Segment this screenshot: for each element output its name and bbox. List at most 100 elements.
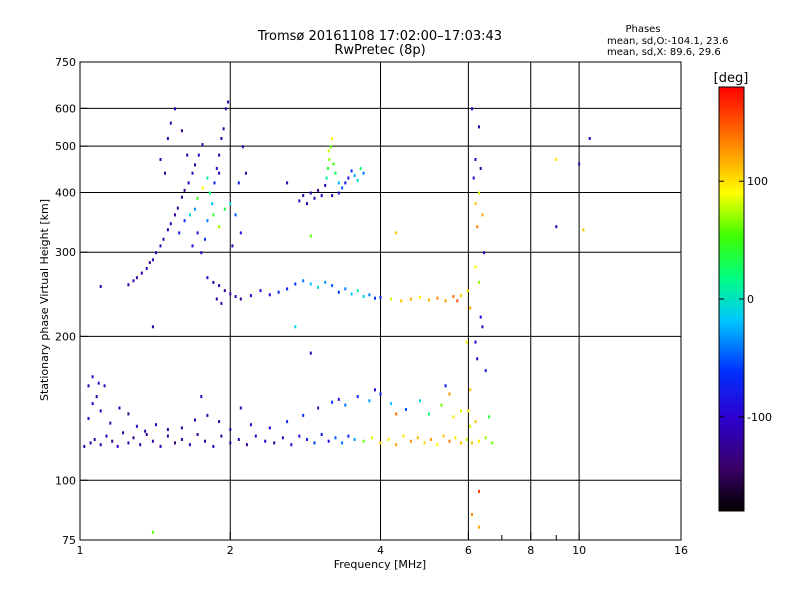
data-point [151,325,154,329]
data-point [317,188,320,192]
data-point [582,228,585,232]
data-point [174,441,176,445]
data-point [481,325,484,329]
data-point [379,295,382,299]
data-point [347,434,350,438]
data-point [183,188,186,192]
data-point [467,409,470,413]
data-point [213,181,216,185]
data-point [197,153,200,157]
data-point [324,183,327,187]
data-point [103,384,106,388]
data-point [166,137,169,140]
data-point [215,297,218,301]
data-point [122,431,125,435]
x-tick-label: 16 [674,544,688,557]
data-point [229,428,232,431]
data-point [169,222,172,226]
data-point [329,145,332,149]
data-point [164,171,166,175]
data-point [139,443,142,447]
data-point [416,436,419,440]
data-point [359,167,362,170]
data-point [127,441,130,445]
data-point [180,426,183,430]
colorbar-unit: [deg] [714,71,749,86]
data-point [302,279,305,283]
data-point [204,237,206,241]
data-point [471,107,473,111]
data-point [356,289,359,293]
data-point [469,388,472,392]
data-point [211,202,214,206]
data-point [555,225,558,229]
data-point [191,244,194,248]
data-point [200,251,203,255]
data-point [478,489,480,493]
data-point [140,271,143,275]
data-point [466,289,469,293]
data-point [144,429,147,433]
data-point [478,439,480,443]
data-point [259,289,262,293]
data-point [390,297,393,301]
data-point [298,434,301,438]
data-point [555,158,558,161]
data-point [344,181,347,185]
data-point [484,436,487,440]
data-point [368,293,371,297]
data-point [448,392,451,396]
data-point [325,176,328,180]
y-tick-label: 750 [55,56,76,69]
data-point [379,392,382,396]
data-point [387,438,390,441]
data-point [460,409,462,413]
data-point [337,290,340,294]
data-point [478,280,480,284]
data-point [306,202,308,206]
data-point [379,441,382,445]
chart-subtitle: RwPretec (8p) [334,43,425,58]
data-point [452,295,455,298]
data-point [206,219,209,223]
data-point [180,129,183,133]
data-point [148,261,151,265]
data-point [347,176,350,180]
data-point [313,196,316,200]
data-point [132,279,135,283]
data-point [118,406,121,410]
data-point [87,417,90,420]
y-tick-label: 100 [55,474,76,487]
data-point [481,213,484,217]
data-point [328,158,331,161]
data-point [395,412,398,416]
data-point [206,413,209,417]
data-point [218,225,221,229]
data-point [99,409,102,413]
data-point [264,439,267,443]
data-point [201,186,204,190]
data-point [444,384,447,388]
data-point [286,181,289,185]
data-point [317,285,320,289]
data-point [200,395,203,399]
data-point [374,296,376,300]
data-point [309,282,312,286]
data-point [302,413,305,417]
data-point [320,433,323,436]
data-point [277,290,280,294]
data-point [222,127,225,131]
data-point [286,420,289,424]
x-tick-label: 1 [77,544,84,557]
data-point [166,434,169,438]
data-point [353,438,356,441]
data-point [440,403,443,407]
data-point [371,436,374,440]
x-tick-label: 10 [572,544,586,557]
data-point [220,434,223,438]
y-tick-label: 500 [55,140,76,153]
data-point [178,231,181,235]
x-axis-label: Frequency [MHz] [334,558,426,571]
data-point [356,395,359,399]
